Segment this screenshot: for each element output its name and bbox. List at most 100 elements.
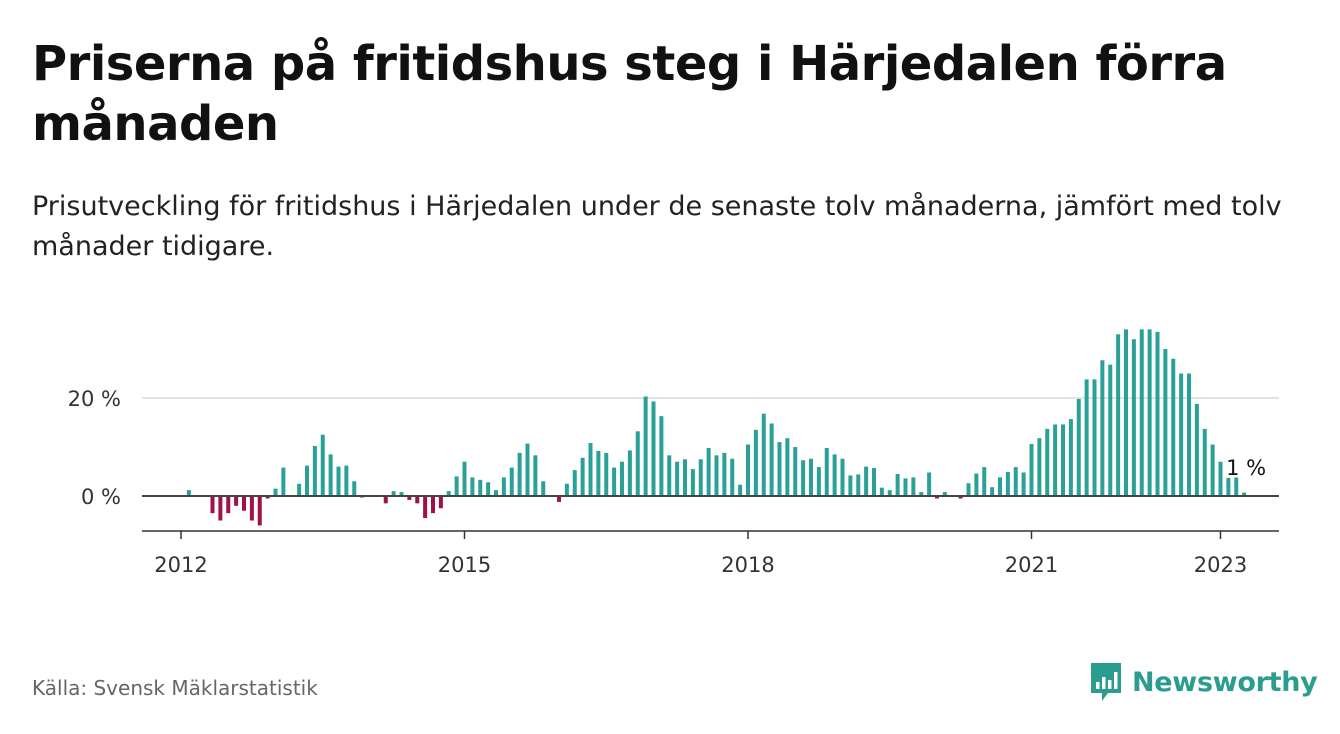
bar	[706, 447, 711, 496]
bar	[635, 431, 640, 496]
bar	[1100, 360, 1105, 496]
bar	[982, 467, 987, 496]
bar	[785, 438, 790, 496]
bar	[454, 476, 459, 496]
bar	[777, 442, 782, 496]
bar	[265, 496, 270, 499]
chart-title: Priserna på fritidshus steg i Härjedalen…	[32, 36, 1227, 152]
bar	[1116, 334, 1121, 496]
bar	[1147, 329, 1152, 496]
bar	[541, 481, 546, 496]
bar	[1068, 419, 1073, 496]
bar	[769, 423, 774, 496]
bar	[651, 401, 656, 496]
bar	[1021, 472, 1026, 496]
bar	[305, 465, 309, 496]
bar	[848, 475, 853, 496]
bar	[746, 444, 750, 496]
bar	[273, 488, 278, 496]
bar	[1053, 424, 1058, 496]
bar	[1124, 329, 1128, 496]
bar	[824, 447, 829, 496]
bar	[588, 443, 593, 496]
bar	[1234, 472, 1239, 496]
end-value-label-halo: 1 %	[1226, 456, 1266, 480]
bar	[864, 466, 869, 496]
bar	[242, 496, 246, 511]
bar	[801, 460, 806, 496]
bar	[446, 491, 451, 496]
bar	[336, 466, 341, 496]
bar	[344, 465, 349, 496]
bar	[604, 452, 609, 496]
bar	[557, 496, 561, 502]
bar	[572, 470, 577, 496]
bar	[1194, 403, 1199, 496]
y-tick-label: 20 %	[68, 387, 121, 411]
bar	[683, 459, 687, 496]
bar	[1202, 428, 1207, 496]
x-tick-label: 2012	[154, 553, 207, 577]
bar	[1218, 461, 1223, 496]
bar	[998, 477, 1002, 496]
bar	[1226, 477, 1231, 496]
bar	[856, 474, 861, 496]
bar	[667, 455, 672, 496]
x-tick-label: 2023	[1194, 553, 1247, 577]
bar	[580, 457, 585, 496]
bar	[1013, 467, 1018, 496]
bar	[966, 483, 971, 496]
bar	[722, 452, 727, 496]
x-tick-label: 2018	[721, 553, 774, 577]
bar	[1076, 398, 1081, 496]
bar	[698, 459, 703, 496]
bar	[1092, 379, 1097, 496]
newsworthy-logo[interactable]: Newsworthy	[1088, 660, 1318, 704]
bar	[659, 416, 664, 496]
bar	[383, 496, 388, 504]
bar	[730, 458, 735, 496]
bar	[927, 472, 932, 496]
bar	[431, 496, 435, 514]
bar	[958, 496, 963, 499]
bar	[478, 479, 483, 496]
bar	[1084, 379, 1089, 496]
bar	[297, 483, 302, 496]
bar	[935, 496, 939, 499]
bar	[1187, 373, 1191, 496]
bar	[1242, 492, 1247, 496]
bar	[501, 477, 506, 496]
bar	[517, 452, 522, 496]
bar	[1045, 428, 1050, 496]
bar	[249, 496, 254, 521]
bar	[391, 491, 396, 496]
newsworthy-logo-icon	[1091, 663, 1121, 701]
bar	[486, 482, 491, 496]
bar	[627, 450, 632, 496]
bar	[879, 487, 884, 496]
x-tick-label: 2015	[438, 553, 491, 577]
bars-layer	[186, 329, 1247, 526]
bar	[1171, 358, 1176, 496]
bar	[903, 478, 908, 496]
bar	[257, 496, 262, 526]
x-tick-label: 2021	[1005, 553, 1058, 577]
bar	[423, 496, 428, 519]
bar	[186, 490, 191, 496]
bar	[226, 496, 231, 514]
bar	[942, 492, 947, 496]
end-value-label: 1 %	[1226, 456, 1266, 480]
bar	[438, 496, 443, 509]
bar	[612, 467, 617, 496]
bar	[1037, 438, 1042, 496]
bar	[872, 468, 876, 496]
bar	[312, 446, 317, 496]
bar	[690, 469, 695, 496]
bar	[895, 473, 900, 496]
bar	[564, 483, 569, 496]
bar	[320, 434, 325, 496]
bar	[470, 477, 475, 496]
bar	[832, 454, 837, 496]
